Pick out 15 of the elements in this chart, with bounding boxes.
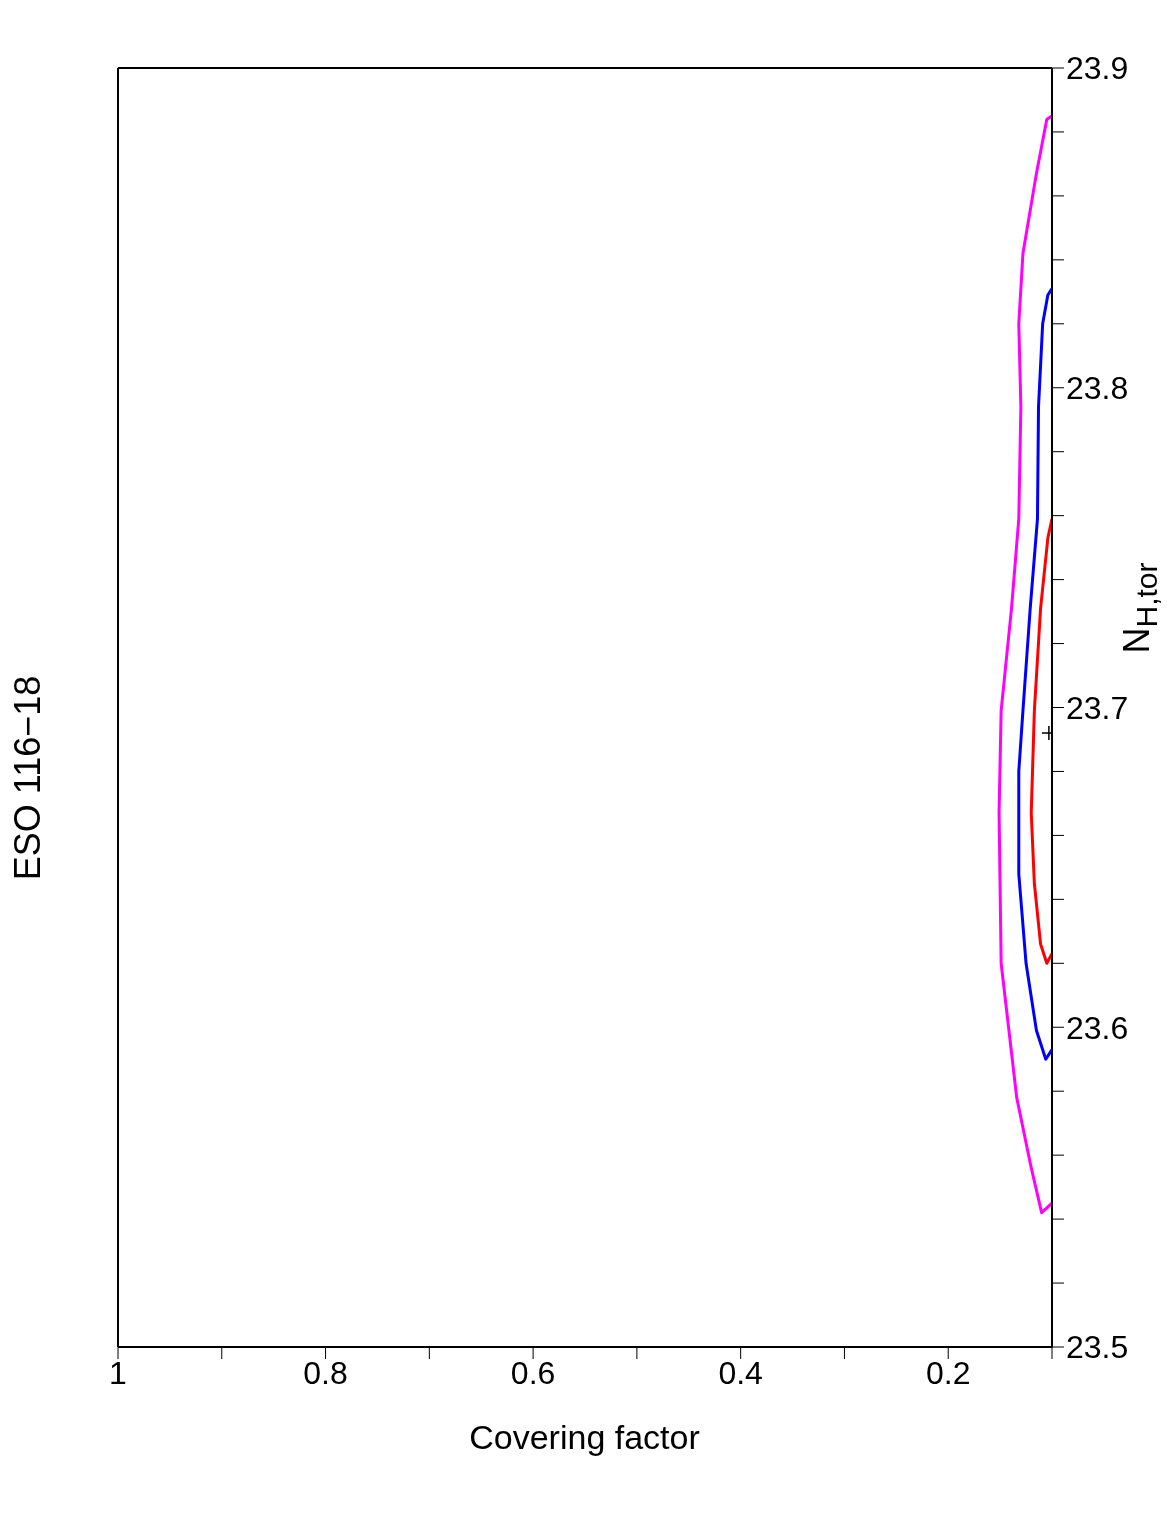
line-series: [997, 114, 1052, 1215]
x-tick-label: 0.2: [925, 1354, 971, 1391]
x-axis-title: Covering factor: [468, 1418, 701, 1457]
y-tick-label: 23.7: [1066, 689, 1129, 726]
y-tick-label: 23.9: [1066, 50, 1129, 87]
x-tick-label: 0.4: [718, 1354, 763, 1391]
y-tick-label: 23.8: [1066, 370, 1129, 407]
x-tick-label: 0.8: [303, 1354, 348, 1391]
line-series: [1029, 517, 1052, 965]
line-series: [1017, 287, 1052, 1061]
x-tick-label: 0.6: [510, 1354, 556, 1391]
y-tick-label: 23.6: [1066, 1009, 1129, 1046]
text: ESO 116−18: [7, 675, 49, 881]
x-tick-label: 1: [109, 1354, 127, 1391]
y-tick-label: 23.5: [1066, 1329, 1129, 1366]
